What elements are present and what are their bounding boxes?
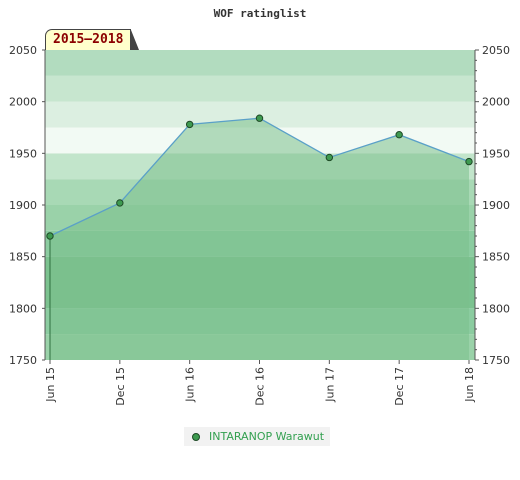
y-tick-label-right: 1900	[482, 199, 510, 212]
y-tick-label-right: 1950	[482, 147, 510, 160]
data-point	[395, 131, 403, 139]
y-tick-label-right: 1800	[482, 302, 510, 315]
axes: 1750 1750 1800 1800 1850 1850 1900 1900 1950 1950…	[9, 44, 510, 406]
y-tick-label-left: 1850	[9, 251, 37, 264]
x-tick-label: Dec 15	[114, 367, 127, 406]
y-tick-label-left: 1900	[9, 199, 37, 212]
y-tick-label-right: 2050	[482, 44, 510, 57]
legend-marker-icon	[192, 432, 200, 441]
y-tick-label-right: 2000	[482, 96, 510, 109]
y-tick-label-left: 2050	[9, 44, 37, 57]
y-tick-label-left: 1950	[9, 147, 37, 160]
legend-label: INTARANOP Warawut	[209, 430, 325, 443]
series-area	[50, 118, 469, 360]
data-point	[116, 199, 124, 207]
y-tick-label-right: 1850	[482, 251, 510, 264]
legend[interactable]: INTARANOP Warawut	[184, 427, 331, 446]
x-tick-label: Jun 17	[323, 367, 336, 403]
data-point	[185, 120, 194, 129]
period-badge: 2015–2018	[45, 29, 140, 50]
background-band	[45, 75, 475, 102]
x-tick-label: Jun 15	[44, 367, 57, 403]
y-tick-label-left: 2000	[9, 96, 37, 109]
x-tick-label: Dec 17	[393, 367, 406, 406]
data-point	[255, 114, 264, 122]
y-tick-label-left: 1800	[9, 302, 37, 315]
x-tick-label: Jun 16	[184, 367, 197, 403]
background-band	[45, 50, 475, 76]
y-tick-label-right: 1750	[482, 354, 510, 367]
x-tick-label: Dec 16	[254, 367, 267, 406]
data-point	[325, 153, 334, 162]
data-point	[465, 157, 473, 166]
data-markers	[46, 114, 473, 240]
data-point	[46, 232, 54, 240]
y-tick-label-left: 1750	[9, 354, 37, 367]
x-tick-label: Jun 18	[463, 367, 476, 403]
chart-title: WOF ratinglist	[214, 7, 307, 20]
